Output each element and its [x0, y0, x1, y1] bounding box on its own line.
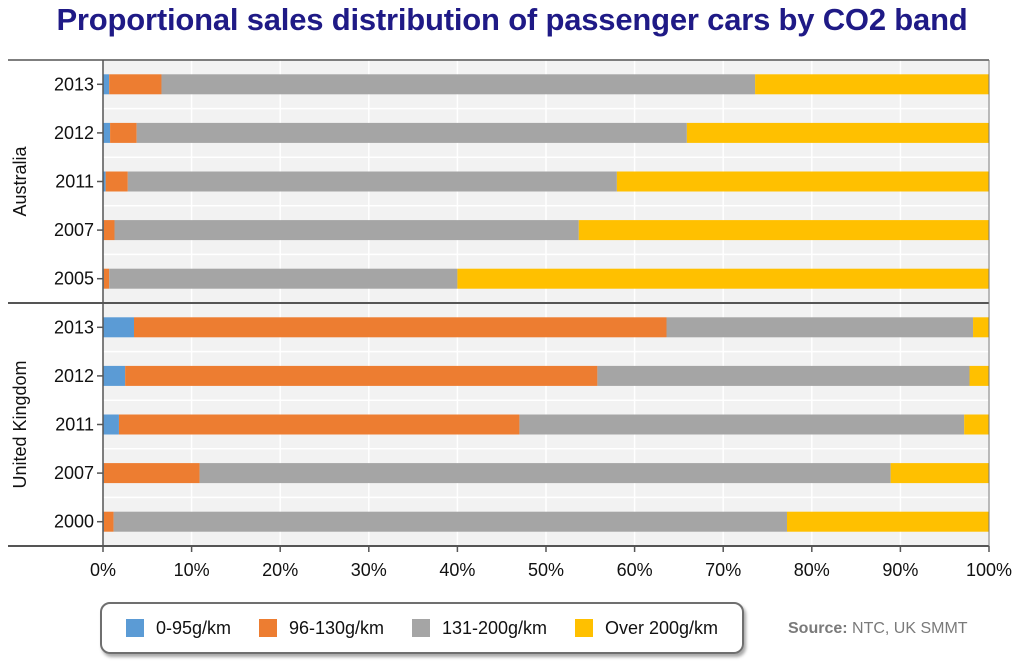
bar-australia-2005-over-200g-km	[457, 268, 989, 289]
bar-united-kingdom-2013-0-95g-km	[103, 317, 135, 338]
bar-australia-2011-131-200g-km	[127, 171, 617, 192]
x-tick-label: 20%	[262, 560, 298, 580]
source-note: Source: NTC, UK SMMT	[788, 620, 968, 638]
bar-united-kingdom-2007-96-130g-km	[103, 463, 200, 484]
bar-united-kingdom-2000-over-200g-km	[786, 511, 989, 532]
bar-united-kingdom-2007-131-200g-km	[199, 463, 891, 484]
x-tick-label: 40%	[439, 560, 475, 580]
bar-united-kingdom-2011-over-200g-km	[964, 414, 989, 435]
x-tick-label: 70%	[705, 560, 741, 580]
bar-united-kingdom-2012-96-130g-km	[125, 365, 598, 386]
bar-united-kingdom-2013-96-130g-km	[134, 317, 667, 338]
legend-item: 0-95g/km	[125, 617, 232, 639]
source-label: Source:	[788, 620, 848, 637]
category-label: 2012	[54, 366, 94, 386]
bar-australia-2013-over-200g-km	[755, 74, 989, 95]
bar-united-kingdom-2013-131-200g-km	[666, 317, 974, 338]
bar-australia-2012-96-130g-km	[110, 122, 137, 143]
bar-united-kingdom-2000-96-130g-km	[103, 511, 114, 532]
legend-label: 96-130g/km	[288, 617, 385, 638]
bar-united-kingdom-2011-131-200g-km	[519, 414, 965, 435]
legend-label: 0-95g/km	[155, 617, 232, 638]
legend-item: 96-130g/km	[258, 617, 385, 639]
legend-swatch	[258, 619, 277, 637]
category-label: 2005	[54, 269, 94, 289]
bar-united-kingdom-2007-over-200g-km	[890, 463, 989, 484]
bar-australia-2012-over-200g-km	[686, 122, 989, 143]
bar-australia-2011-96-130g-km	[105, 171, 128, 192]
chart-plot: 2013 2012 2011 2007 2005 Australia 2013 2012 201…	[8, 59, 1012, 580]
bar-australia-2011-over-200g-km	[616, 171, 989, 192]
chart-legend: 0-95g/km 96-130g/km 131-200g/km Over 200g/k…	[100, 602, 744, 654]
bar-australia-2007-over-200g-km	[578, 220, 989, 241]
category-label: 2013	[54, 317, 94, 337]
bar-united-kingdom-2012-0-95g-km	[103, 365, 126, 386]
bar-united-kingdom-2012-over-200g-km	[969, 365, 989, 386]
legend-swatch	[574, 619, 593, 637]
x-tick-label: 60%	[617, 560, 653, 580]
category-label: 2000	[54, 512, 94, 532]
bar-united-kingdom-2012-131-200g-km	[597, 365, 970, 386]
x-tick-label: 30%	[351, 560, 387, 580]
bar-australia-2012-0-95g-km	[103, 122, 111, 143]
x-tick-label: 10%	[174, 560, 210, 580]
x-tick-label: 100%	[966, 560, 1012, 580]
bar-australia-2012-131-200g-km	[136, 122, 687, 143]
chart-title: Proportional sales distribution of passe…	[56, 2, 968, 37]
group-label-australia: Australia	[10, 145, 30, 216]
bar-united-kingdom-2000-131-200g-km	[113, 511, 787, 532]
category-label: 2011	[55, 415, 94, 435]
category-label: 2013	[54, 74, 94, 94]
x-tick-label: 0%	[90, 560, 116, 580]
bar-united-kingdom-2011-0-95g-km	[103, 414, 119, 435]
bar-australia-2013-131-200g-km	[161, 74, 756, 95]
bar-australia-2007-131-200g-km	[114, 220, 579, 241]
bar-australia-2013-96-130g-km	[109, 74, 162, 95]
legend-label: Over 200g/km	[604, 617, 719, 638]
legend-item: 131-200g/km	[411, 617, 548, 639]
source-text: NTC, UK SMMT	[852, 620, 968, 637]
x-tick-label: 50%	[528, 560, 564, 580]
bar-australia-2013-0-95g-km	[103, 74, 110, 95]
category-label: 2011	[55, 172, 94, 192]
category-label: 2007	[54, 220, 94, 240]
bar-australia-2005-131-200g-km	[109, 268, 458, 289]
bar-united-kingdom-2011-96-130g-km	[118, 414, 520, 435]
x-tick-label: 90%	[882, 560, 918, 580]
legend-swatch	[125, 619, 144, 637]
bar-australia-2007-96-130g-km	[103, 220, 115, 241]
legend-swatch	[411, 619, 430, 637]
category-label: 2007	[54, 463, 94, 483]
bar-australia-2005-96-130g-km	[103, 268, 110, 289]
bar-united-kingdom-2013-over-200g-km	[973, 317, 989, 338]
legend-item: Over 200g/km	[574, 617, 719, 639]
legend-label: 131-200g/km	[441, 617, 548, 638]
bar-australia-2011-0-95g-km	[103, 171, 106, 192]
group-label-united-kingdom: United Kingdom	[10, 360, 30, 488]
category-label: 2012	[54, 123, 94, 143]
x-tick-label: 80%	[794, 560, 830, 580]
